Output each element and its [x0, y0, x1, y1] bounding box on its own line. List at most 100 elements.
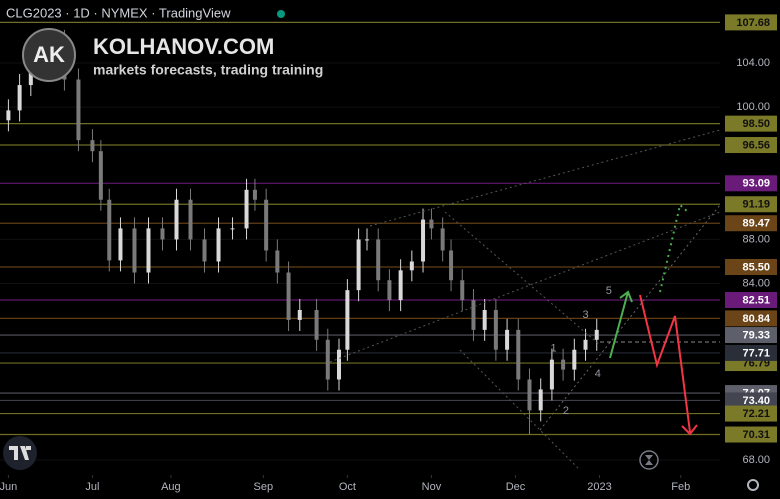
candle-body — [376, 239, 381, 281]
candle-body — [264, 199, 269, 251]
level-box — [725, 175, 777, 192]
x-tick-label: Jul — [85, 481, 99, 493]
level-label: 80.84 — [742, 313, 770, 325]
candle-body — [76, 79, 81, 141]
candle-body — [90, 140, 95, 152]
level-box — [725, 327, 777, 344]
brand: KOLHANOV.COM — [93, 34, 274, 59]
x-tick-label: Feb — [671, 481, 690, 493]
price-scale — [722, 0, 780, 499]
y-tick-label: 100.00 — [736, 101, 770, 113]
forecast-arrow — [639, 294, 691, 433]
x-tick-label: Oct — [339, 481, 356, 493]
x-tick-label: Dec — [506, 481, 526, 493]
candle-body — [471, 300, 476, 330]
candle-body — [460, 280, 465, 301]
candle-body — [107, 199, 112, 261]
level-box — [725, 14, 777, 31]
level-label: 85.50 — [742, 261, 770, 273]
candle-body — [409, 261, 414, 271]
candle-body — [527, 379, 532, 411]
level-box — [725, 310, 777, 327]
candle-body — [252, 189, 257, 200]
candle-body — [160, 228, 165, 240]
level-box — [725, 137, 777, 154]
level-label: 98.50 — [742, 118, 770, 130]
level-box — [725, 196, 777, 213]
candle-body — [325, 339, 330, 380]
tagline: markets forecasts, trading training — [93, 62, 323, 78]
candle-body — [549, 359, 554, 390]
level-box — [725, 392, 777, 409]
candle-body — [336, 349, 341, 380]
channel-line — [539, 204, 721, 431]
level-label: 70.31 — [742, 429, 770, 441]
channel-line — [444, 211, 601, 346]
candle-body — [421, 219, 426, 262]
candle-body — [286, 272, 291, 320]
level-label: 79.33 — [742, 329, 770, 341]
x-tick-label: Jun — [0, 481, 17, 493]
candle-body — [482, 310, 487, 330]
replay-icon[interactable] — [639, 450, 659, 470]
candle-body — [118, 228, 123, 261]
price-scale-labels: 104.00 100.00 88.00 84.00 68.00 107.68 98.50 96… — [725, 14, 777, 466]
tv-logo — [3, 436, 37, 470]
level-label: 107.68 — [736, 17, 770, 29]
candle-body — [98, 151, 103, 200]
level-box — [725, 344, 777, 361]
candle-body — [146, 228, 151, 273]
level-box — [725, 215, 777, 232]
chart-title: CLG2023 · 1D · NYMEX · TradingView — [6, 5, 231, 20]
candle-body — [17, 85, 22, 111]
level-label: 82.51 — [742, 294, 770, 306]
candle-body — [365, 239, 370, 241]
candle-body — [594, 329, 599, 340]
candle-body — [275, 250, 280, 273]
candle-body — [516, 329, 521, 380]
level-label: 89.47 — [742, 218, 770, 230]
candle-body — [230, 228, 235, 230]
candle-body — [314, 310, 319, 340]
x-tick-label: Nov — [422, 481, 442, 493]
arrow-head — [681, 424, 698, 436]
wave-label: 4 — [595, 368, 601, 380]
candle-body — [538, 389, 543, 411]
candle-body — [440, 228, 445, 251]
candle-body — [387, 280, 392, 301]
level-box — [725, 259, 777, 276]
candle-body — [6, 110, 11, 121]
candle-body — [174, 199, 179, 240]
y-tick-label: 104.00 — [736, 57, 770, 69]
wave-label: 1 — [551, 343, 557, 355]
level-label: 77.71 — [742, 347, 770, 359]
plot-area — [0, 21, 720, 478]
x-tick-label: 2023 — [587, 481, 611, 493]
candle-body — [449, 250, 454, 281]
forecast-arrow — [609, 291, 629, 359]
candle-body — [345, 290, 350, 350]
level-box — [725, 115, 777, 132]
y-tick-label: 84.00 — [742, 277, 770, 289]
x-tick-label: Sep — [254, 481, 274, 493]
candle-body — [188, 199, 193, 240]
level-label: 96.56 — [742, 139, 770, 151]
wave-label: 5 — [606, 285, 612, 297]
candle-body — [493, 310, 498, 350]
logo-initials: AK — [33, 42, 65, 67]
wave-label: 3 — [582, 309, 588, 321]
candle-body — [572, 349, 577, 370]
candle-body — [244, 189, 249, 229]
candle-body — [429, 219, 434, 229]
settings-icon[interactable] — [747, 479, 759, 491]
candle-body — [561, 359, 566, 370]
candle-body — [583, 339, 588, 350]
level-box — [725, 405, 777, 422]
level-label: 72.21 — [742, 408, 770, 420]
status-dot — [277, 10, 285, 18]
candle-body — [505, 329, 510, 350]
level-label: 73.40 — [742, 395, 770, 407]
level-box — [725, 291, 777, 308]
